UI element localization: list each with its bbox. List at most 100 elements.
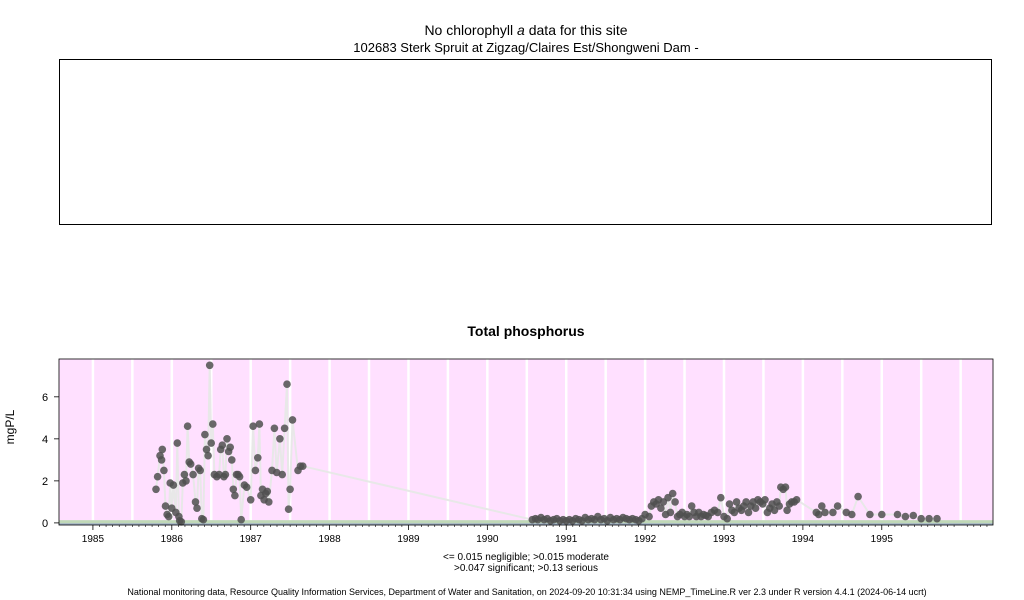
data-point [901, 512, 910, 521]
data-point [687, 502, 696, 510]
data-point [276, 435, 284, 443]
x-tick-label: 1990 [476, 534, 499, 545]
data-point [152, 485, 160, 494]
data-point [249, 422, 257, 430]
x-tick-label: 1989 [397, 534, 420, 545]
empty-chlorophyll-panel [59, 59, 992, 225]
chart-title: Total phosphorus [467, 323, 585, 339]
data-point [744, 508, 753, 517]
data-point [153, 472, 162, 481]
data-point [196, 466, 204, 475]
data-point [242, 483, 251, 491]
data-point [205, 361, 214, 370]
data-point [263, 487, 272, 496]
x-tick-label: 1985 [82, 534, 105, 545]
data-point [235, 472, 244, 481]
grid-layer [91, 359, 962, 525]
data-point [829, 508, 837, 517]
data-point [157, 456, 166, 464]
data-point [161, 502, 170, 510]
footer-note: National monitoring data, Resource Quali… [127, 587, 927, 597]
data-point [223, 435, 231, 443]
data-point [160, 466, 168, 475]
x-tick-label: 1992 [634, 534, 657, 545]
data-point [668, 489, 677, 498]
data-point [732, 498, 741, 506]
data-point [666, 508, 675, 517]
data-point [933, 514, 941, 523]
data-point [229, 485, 238, 494]
data-point [278, 470, 287, 479]
data-point [177, 518, 186, 526]
data-point [204, 451, 212, 460]
y-tick-label: 4 [42, 434, 48, 446]
data-point [854, 492, 862, 501]
y-axis: 0 2 4 6 [42, 392, 59, 530]
chlorophyll-title-italic: a [517, 22, 525, 38]
data-point [821, 508, 829, 517]
data-point [717, 493, 725, 502]
data-point [251, 466, 260, 475]
data-point [231, 491, 239, 500]
data-point [814, 510, 823, 519]
data-point [917, 514, 925, 523]
data-points [152, 361, 941, 526]
plot-frame [58, 358, 994, 526]
data-point [246, 496, 255, 504]
data-point [283, 380, 291, 388]
chlorophyll-title: No chlorophyll a data for this site [0, 22, 1024, 38]
data-point [761, 496, 769, 504]
data-point [182, 477, 190, 485]
data-point [183, 422, 192, 430]
data-point [221, 470, 230, 479]
data-point [299, 462, 307, 470]
data-point [169, 481, 178, 489]
y-tick-label: 0 [42, 518, 48, 530]
data-point [280, 424, 289, 433]
data-point [866, 510, 874, 519]
data-point [671, 498, 679, 506]
band-negligible [59, 523, 993, 525]
data-point [751, 504, 760, 512]
phosphorus-chart: 1985 1986 1987 1988 1989 1990 1991 1992 1993 1994… [3, 358, 994, 545]
data-point [158, 445, 167, 454]
data-point [237, 515, 245, 524]
data-point [713, 508, 722, 517]
data-point [909, 511, 918, 520]
data-point [775, 502, 783, 510]
data-point [925, 514, 933, 523]
x-tick-label: 1994 [792, 534, 815, 545]
x-tick-label: 1995 [871, 534, 894, 545]
data-point [253, 454, 262, 462]
threshold-legend-line2: >0.047 significant; >0.13 serious [454, 563, 598, 574]
data-point [284, 505, 293, 513]
data-point [201, 430, 209, 439]
data-point [848, 510, 856, 519]
data-point [186, 460, 195, 468]
data-point [818, 502, 826, 510]
data-point [286, 485, 294, 494]
data-point [180, 470, 189, 479]
data-point [218, 441, 227, 449]
data-point [189, 470, 197, 479]
data-point [893, 510, 902, 519]
chlorophyll-title-prefix: No chlorophyll [424, 22, 514, 38]
data-point [783, 506, 791, 515]
data-point [255, 420, 264, 428]
data-point [207, 439, 215, 447]
x-axis: 1985 1986 1987 1988 1989 1990 1991 1992 1993 1994… [82, 525, 988, 545]
data-point [173, 439, 182, 447]
band-moderate [59, 520, 993, 525]
data-point [226, 443, 234, 452]
x-tick-label: 1988 [318, 534, 341, 545]
threshold-bands [59, 520, 993, 525]
x-tick-label: 1986 [161, 534, 184, 545]
y-tick-label: 2 [42, 476, 48, 488]
x-tick-label: 1987 [240, 534, 263, 545]
data-point [209, 420, 217, 428]
x-tick-label: 1993 [713, 534, 736, 545]
data-point [288, 416, 297, 424]
data-point [270, 424, 279, 433]
data-point [228, 456, 236, 464]
data-point [725, 500, 734, 508]
